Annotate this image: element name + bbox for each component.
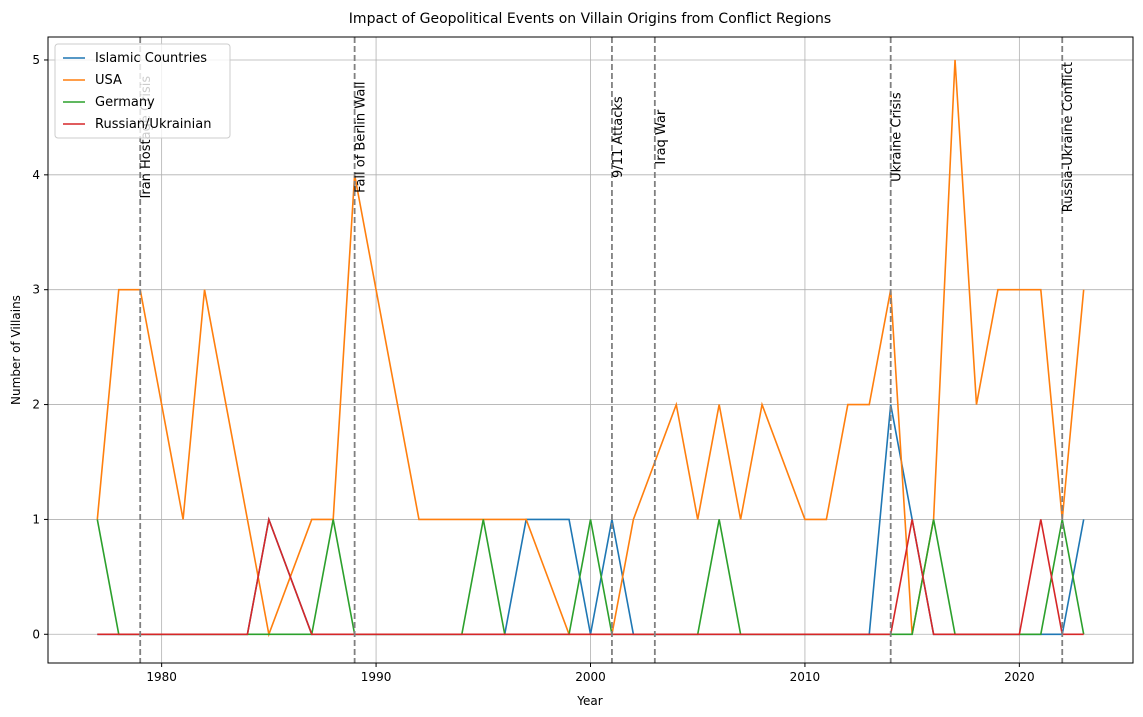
legend-label: USA [95, 73, 122, 88]
x-tick-label: 1980 [146, 670, 177, 684]
x-tick-label: 1990 [361, 670, 392, 684]
y-tick-label: 0 [32, 627, 40, 641]
legend-label: Russian/Ukrainian [95, 117, 211, 132]
y-tick-label: 2 [32, 398, 40, 412]
plot-frame [47, 36, 1134, 664]
y-tick-label: 1 [32, 512, 40, 526]
series-line [97, 516, 1084, 636]
event-label: Iraq War [654, 109, 669, 165]
y-axis-label: Number of Villains [9, 295, 23, 405]
x-tick-label: 2010 [790, 670, 821, 684]
event-label: Ukraine Crisis [890, 92, 905, 182]
x-axis-label: Year [576, 694, 602, 708]
event-label: Russia-Ukraine Conflict [1061, 62, 1076, 212]
x-tick-label: 2000 [575, 670, 606, 684]
legend-label: Germany [95, 95, 155, 110]
legend-box [54, 43, 231, 139]
series-line [96, 519, 1085, 636]
event-label: 9/11 Attacks [611, 96, 626, 178]
y-tick-label: 3 [32, 283, 40, 297]
event-label: Fall of Berlin Wall [354, 81, 369, 192]
legend-label: Islamic Countries [95, 51, 207, 66]
legend: Islamic Countries USA Germany Russian/Ukrai… [54, 43, 231, 139]
y-tick-label: 4 [32, 168, 40, 182]
y-tick-label: 5 [32, 53, 40, 67]
chart-title: Impact of Geopolitical Events on Villain… [349, 11, 831, 27]
x-tick-label: 2020 [1004, 670, 1035, 684]
